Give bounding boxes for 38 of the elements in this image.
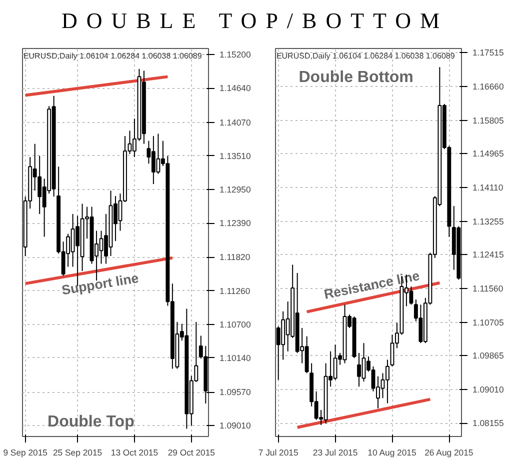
y-tick-label: 1.14110 [472,182,504,192]
x-tick-label: 23 Jul 2015 [312,448,358,458]
y-tick-label: 1.13510 [220,150,251,161]
y-tick-label: 1.14965 [472,148,504,159]
x-tick-label: 26 Aug 2015 [424,448,474,458]
y-tick-label: 1.12950 [220,184,251,194]
y-tick-label: 1.13255 [472,216,504,226]
x-tick-label: 7 Jul 2015 [258,448,299,458]
annotation: Double Bottom [298,69,414,86]
text: DOUBLE TOP/BOTTOM [61,7,449,35]
y-tick-label: 1.10700 [220,319,251,330]
x-tick-label: 13 Oct 2015 [110,448,158,458]
y-tick-label: 1.11820 [220,252,250,262]
x-tick-label: 29 Oct 2015 [168,448,216,458]
x-tick-label: 10 Aug 2015 [368,448,416,458]
y-tick-label: 1.16660 [472,82,504,92]
x-tick-label: 9 Sep 2015 [3,448,48,458]
y-tick-label: 1.14640 [220,83,251,94]
y-tick-label: 1.12390 [220,218,251,228]
y-tick-label: 1.17515 [472,48,504,58]
y-tick-label: 1.10705 [472,317,504,328]
y-tick-label: 1.09865 [472,350,504,361]
y-tick-label: 1.15200 [220,49,251,60]
y-tick-label: 1.12415 [472,250,504,260]
y-tick-label: 1.11560 [472,283,504,294]
x-tick-label: 25 Sep 2015 [52,448,102,458]
y-tick-label: 1.15805 [472,115,504,126]
annotation: EURUSD,Daily 1.06104 1.06284 1.06038 1.06089 [276,52,456,60]
text: Support line [60,270,140,298]
annotation: EURUSD,Daily 1.06104 1.06284 1.06038 1.06089 [23,52,202,60]
y-tick-label: 1.09010 [472,384,504,394]
y-tick-label: 1.08155 [472,418,504,428]
y-tick-label: 1.10140 [220,352,251,363]
y-tick-label: 1.09010 [220,420,251,431]
y-tick-label: 1.11260 [220,286,250,296]
annotation: Double Top [48,414,135,430]
y-tick-label: 1.09570 [220,387,251,398]
y-tick-label: 1.14070 [220,117,251,128]
